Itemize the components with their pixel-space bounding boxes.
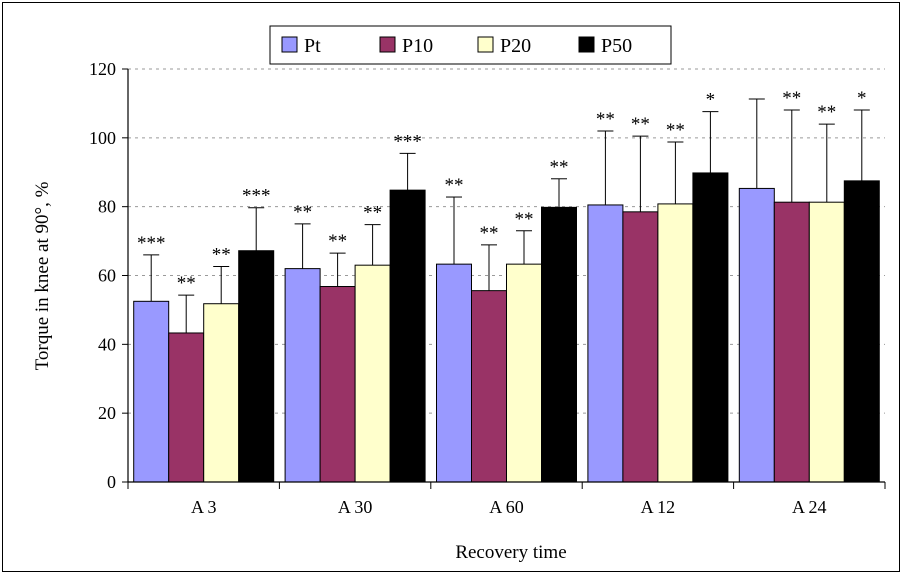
legend-label-pt: Pt <box>304 35 321 57</box>
significance-marker: *** <box>137 233 166 254</box>
bar-p20-2 <box>506 263 542 483</box>
bar-p50-4 <box>843 180 880 483</box>
bar-pt-1 <box>284 268 321 483</box>
x-tick-label: A 12 <box>641 497 676 517</box>
bar-p50-3 <box>692 172 729 483</box>
bars-group <box>133 172 880 483</box>
significance-marker: ** <box>631 114 650 135</box>
significance-marker: ** <box>328 231 347 252</box>
significance-marker: *** <box>393 131 422 152</box>
bar-p20-3 <box>657 203 694 483</box>
bar-p10-4 <box>773 201 810 483</box>
legend-swatch-p20 <box>477 36 494 53</box>
bar-p50-2 <box>541 206 577 483</box>
error-bars-group <box>143 98 870 333</box>
significance-group: ************* ********** *************** * <box>137 88 867 294</box>
y-tick-label: 20 <box>98 403 116 423</box>
significance-marker: * <box>706 90 716 111</box>
legend-label-p10: P10 <box>402 35 433 57</box>
y-axis-title: Torque in knee at 90°, % <box>32 181 53 370</box>
y-tick-labels: 0 20 40 60 80 100 120 <box>89 59 116 492</box>
y-tick-label: 0 <box>107 472 116 492</box>
bar-p50-1 <box>389 189 426 483</box>
x-tick-label: A 60 <box>489 497 524 517</box>
legend: Pt P10 P20 P50 <box>269 25 672 65</box>
y-tick-label: 120 <box>89 59 116 79</box>
bar-p10-1 <box>319 286 356 483</box>
significance-marker: ** <box>666 120 685 141</box>
y-tick-label: 100 <box>89 128 116 148</box>
axes-group <box>122 68 886 489</box>
x-tick-label: A 3 <box>191 497 217 517</box>
bar-p20-4 <box>808 201 845 483</box>
legend-label-p50: P50 <box>601 35 632 57</box>
bar-p10-2 <box>471 290 507 483</box>
significance-marker: ** <box>550 157 569 178</box>
bar-p10-0 <box>168 332 205 483</box>
y-tick-label: 40 <box>98 334 116 354</box>
legend-label-p20: P20 <box>500 35 531 57</box>
bar-pt-4 <box>738 187 775 483</box>
significance-marker: ** <box>782 88 801 109</box>
significance-marker: ** <box>480 223 499 244</box>
bar-pt-3 <box>587 204 624 483</box>
significance-marker: * <box>857 88 867 109</box>
significance-marker: ** <box>817 102 836 123</box>
significance-marker: ** <box>212 245 231 266</box>
x-tick-label: A 30 <box>338 497 373 517</box>
y-tick-label: 60 <box>98 266 116 286</box>
significance-marker: ** <box>515 209 534 230</box>
significance-marker: *** <box>242 186 271 207</box>
y-tick-label: 80 <box>98 197 116 217</box>
legend-swatch-p50 <box>578 36 595 53</box>
bar-p20-0 <box>203 303 240 483</box>
bar-p50-0 <box>238 250 275 483</box>
legend-swatch-pt <box>281 36 298 53</box>
significance-marker: ** <box>177 273 196 294</box>
legend-swatch-p10 <box>379 36 396 53</box>
x-tick-label: A 24 <box>792 497 827 517</box>
x-tick-labels: A 3 A 30 A 60 A 12 A 24 <box>191 497 827 517</box>
bar-p10-3 <box>622 211 659 483</box>
significance-marker: ** <box>363 203 382 224</box>
significance-marker: ** <box>596 109 615 130</box>
legend-box <box>269 25 672 65</box>
bar-p20-1 <box>354 264 391 483</box>
bar-pt-2 <box>436 263 472 483</box>
significance-marker: ** <box>445 175 464 196</box>
bar-pt-0 <box>133 300 170 483</box>
significance-marker: ** <box>293 202 312 223</box>
x-axis-title: Recovery time <box>455 542 566 563</box>
